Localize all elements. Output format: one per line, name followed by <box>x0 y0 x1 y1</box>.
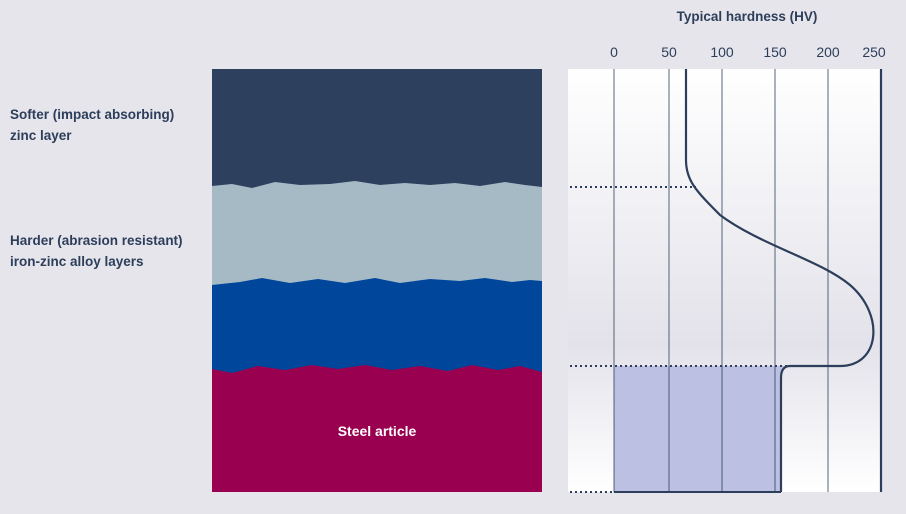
hardness-curve <box>684 69 875 492</box>
tick-label: 250 <box>862 44 886 60</box>
steel-article-label: Steel article <box>338 423 417 439</box>
tick-label: 50 <box>661 44 677 60</box>
tick-label: 0 <box>610 44 618 60</box>
tick-label: 200 <box>816 44 840 60</box>
hardness-gridlines <box>613 69 829 492</box>
steel-layer <box>212 365 542 492</box>
tick-label: 100 <box>710 44 734 60</box>
steel-hardness-fill <box>614 366 790 492</box>
hardness-tick-labels: 0 50 100 150 200 250 <box>610 44 886 60</box>
soft-zinc-layer-label: Softer (impact absorbing) zinc layer <box>10 107 175 143</box>
hard-alloy-layers-label: Harder (abrasion resistant) iron-zinc al… <box>10 233 183 269</box>
hardness-chart-title: Typical hardness (HV) <box>677 9 818 24</box>
boundary-leaders <box>570 186 790 493</box>
tick-label: 150 <box>763 44 787 60</box>
